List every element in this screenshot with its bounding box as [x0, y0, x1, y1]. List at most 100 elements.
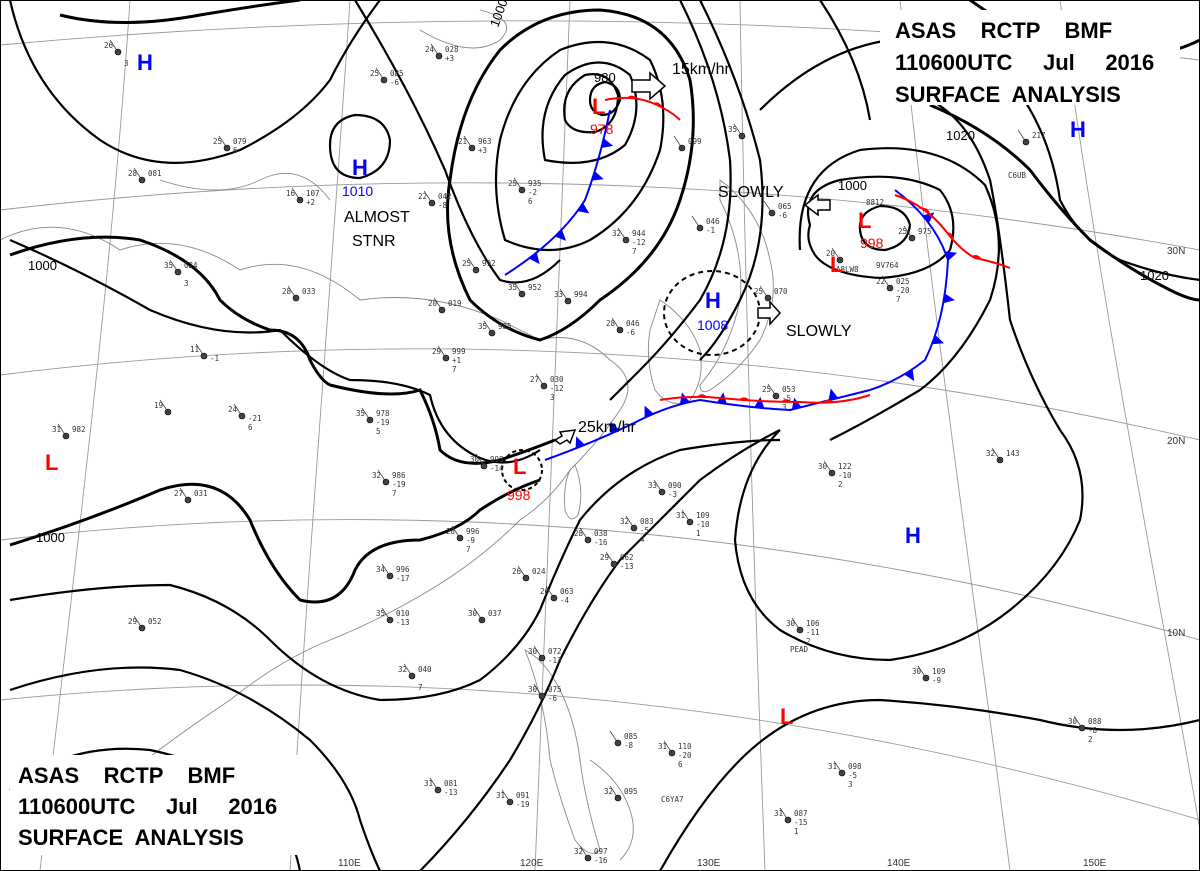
station-temperature: 25 — [754, 287, 763, 296]
station-tendency: +1 — [452, 356, 461, 365]
wind-barb — [133, 615, 143, 629]
station-pressure: 952 — [528, 283, 542, 292]
station-pressure: 975 — [918, 227, 932, 236]
wind-barb — [559, 288, 569, 302]
warm-front-bump — [697, 394, 708, 398]
station-plot: 19 — [154, 399, 172, 416]
speed-label-north: 15km/hr — [672, 61, 730, 78]
low-north-letter: L — [592, 94, 605, 119]
station-plot: 30 075-6 — [528, 683, 562, 703]
station-tendency: -1 — [706, 226, 715, 235]
station-plot: 27 031 — [174, 487, 208, 504]
isobar — [806, 175, 955, 280]
station-pressure: 038 — [594, 529, 608, 538]
station-temperature: 24 — [425, 45, 435, 54]
cold-front-triangle — [904, 369, 915, 382]
warm-front-bump — [921, 207, 930, 215]
station-pressure: 025 — [896, 277, 910, 286]
wind-barb — [1017, 129, 1027, 143]
station-tendency: -6 — [548, 694, 558, 703]
slowly-label-south: SLOWLY — [786, 323, 852, 340]
station-plot: 30 109-9 — [912, 665, 946, 685]
warm-front-bumps — [626, 95, 982, 403]
station-temperature: 35 — [376, 609, 385, 618]
wind-barb — [767, 383, 777, 397]
station-pressure: 085 — [390, 69, 404, 78]
wind-barb — [791, 617, 801, 631]
arrow-north-low — [631, 71, 667, 101]
coastlines — [0, 9, 774, 861]
isobar — [9, 666, 381, 871]
wind-barb — [617, 227, 627, 241]
station-plot: 046-1 — [691, 215, 720, 235]
wind-barb — [513, 281, 523, 295]
station-tendency: -5 — [848, 771, 857, 780]
wind-barb — [109, 39, 119, 53]
station-plot: 32 095 — [604, 785, 638, 802]
header-line-2: 110600UTC Jul 2016 — [18, 794, 277, 819]
station-temperature: 32 — [372, 471, 381, 480]
cold-front-triangle — [575, 436, 585, 449]
station-pressure: 088 — [1088, 717, 1102, 726]
station-temperature: 20 — [428, 299, 438, 308]
header-bottom-left: ASAS RCTP BMF 110600UTC Jul 2016 SURFACE… — [10, 755, 310, 855]
station-pressure: 109 — [696, 511, 710, 520]
wind-barb — [467, 257, 477, 271]
station-tendency: -6 — [778, 211, 788, 220]
high-pacific-letter: H — [905, 523, 921, 548]
station-plot: 31 982 — [52, 423, 86, 440]
station-pressure: 107 — [306, 189, 320, 198]
station-plot: 25 975 — [898, 225, 932, 242]
station-tendency: -19 — [516, 800, 530, 809]
warm-front-bump — [781, 399, 792, 402]
station-pressure: 978 — [376, 409, 390, 418]
cold-front-triangle — [610, 421, 620, 434]
station-pressure: 998 — [490, 455, 504, 464]
station-tendency: -20 — [896, 286, 910, 295]
wind-barb — [673, 135, 683, 149]
high-center-value: 1008 — [697, 317, 728, 333]
station-tendency: +3 — [445, 54, 454, 63]
isobar — [9, 235, 331, 387]
station-temperature: 25 — [370, 69, 379, 78]
station-temperature: 19 — [154, 401, 163, 410]
low-northeast-secondary-letter: L — [830, 252, 843, 277]
wind-barb — [451, 525, 461, 539]
station-temperature: 32 — [604, 787, 613, 796]
station-tendency: -11 — [806, 628, 820, 637]
station-temperature: 29 — [432, 347, 441, 356]
station-tendency: -4 — [560, 596, 570, 605]
station-tendency: -6 — [626, 328, 636, 337]
station-pressure: 081 — [148, 169, 162, 178]
station-tendency: -10 — [838, 471, 852, 480]
isobar-label: 1000 — [28, 258, 57, 273]
station-pressure: 996 — [396, 565, 410, 574]
station-id: 9V764 — [876, 261, 899, 270]
station-plot: 32 040 7 — [398, 663, 432, 692]
station-temperature: 31 — [52, 425, 61, 434]
longitude-label: 150E — [1083, 858, 1107, 869]
wind-barb — [833, 760, 843, 774]
station-pressure: 063 — [560, 587, 574, 596]
station-extra: 1 — [696, 529, 701, 538]
station-plot: 32 097-16 — [574, 845, 608, 865]
station-temperature: 22 — [876, 277, 885, 286]
station-extra: 2 — [806, 637, 811, 646]
header-line-1: ASAS RCTP BMF — [18, 763, 235, 788]
station-temperature: 22 — [418, 192, 427, 201]
wind-barb — [611, 317, 621, 331]
isobar — [541, 61, 638, 164]
station-extra: 4 — [640, 535, 645, 544]
station-pressure: 994 — [574, 290, 588, 299]
station-pressure: 053 — [782, 385, 796, 394]
isobar-label: 1000 — [838, 178, 867, 193]
header-line-1: ASAS RCTP BMF — [895, 18, 1112, 43]
warm-front-bump — [739, 397, 750, 401]
station-plot: 25 935-26 — [508, 177, 542, 206]
station-plot: 22 025-207 — [876, 275, 910, 304]
station-tendency: -13 — [620, 562, 634, 571]
station-pressure: 072 — [548, 647, 562, 656]
wind-barb — [759, 285, 769, 299]
low-north-value: 978 — [590, 121, 614, 137]
